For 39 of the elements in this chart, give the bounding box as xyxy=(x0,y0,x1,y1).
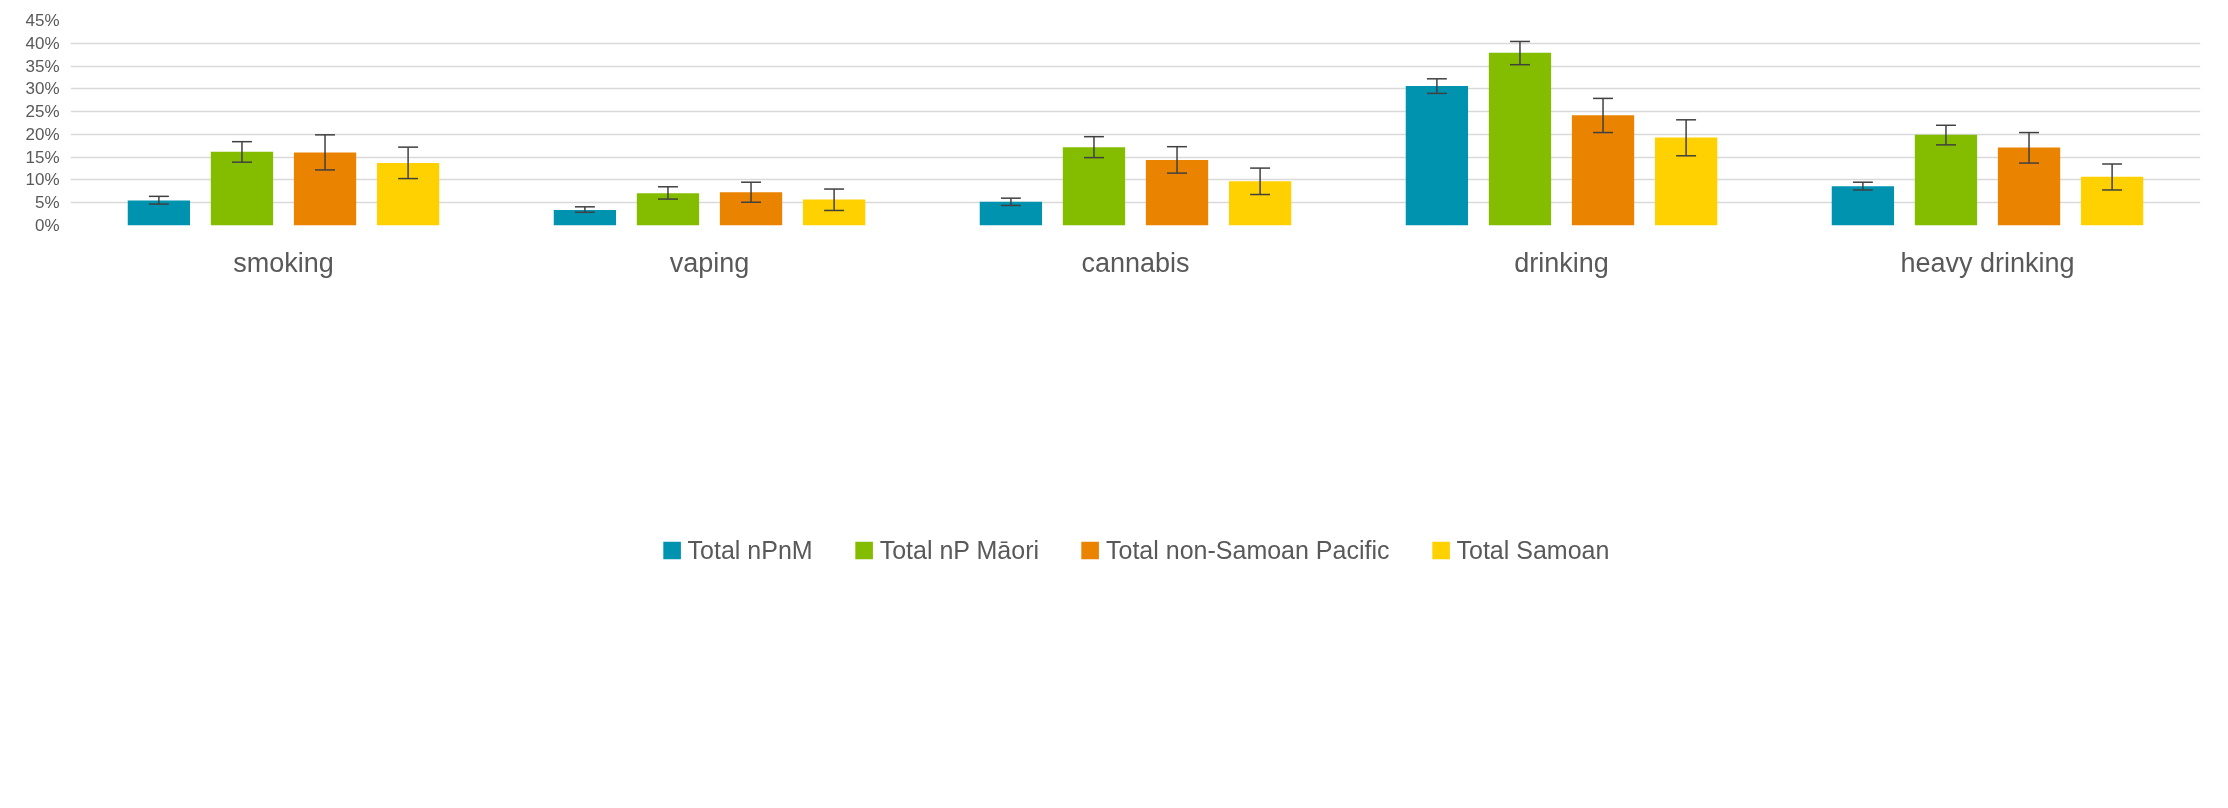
y-tick-label: 10% xyxy=(25,170,60,190)
y-tick-label: 25% xyxy=(25,102,60,122)
bar xyxy=(376,163,440,226)
y-tick-label: 35% xyxy=(25,56,60,76)
bar xyxy=(1654,137,1718,226)
bar xyxy=(293,152,357,226)
y-tick-label: 30% xyxy=(25,79,60,99)
bar xyxy=(1228,181,1292,226)
bar xyxy=(553,210,617,226)
bar xyxy=(979,201,1043,226)
x-tick-label: cannabis xyxy=(1081,247,1190,278)
bar xyxy=(636,193,700,226)
legend-label: Total non-Samoan Pacific xyxy=(1106,535,1390,565)
bar xyxy=(127,200,191,226)
legend-label: Total Samoan xyxy=(1456,535,1610,565)
bar xyxy=(1831,186,1895,226)
bar xyxy=(1488,52,1552,226)
bar xyxy=(1062,147,1126,226)
bar xyxy=(719,192,783,226)
bar xyxy=(1405,86,1469,226)
y-tick-label: 5% xyxy=(34,193,60,213)
y-tick-label: 15% xyxy=(25,147,60,167)
legend-label: Total nP Māori xyxy=(879,535,1040,565)
bar xyxy=(1997,147,2061,226)
bar xyxy=(1145,159,1209,226)
bar xyxy=(1571,115,1635,226)
y-tick-label: 0% xyxy=(34,216,60,235)
bar xyxy=(210,151,274,226)
x-tick-label: drinking xyxy=(1514,247,1609,278)
bar xyxy=(1914,134,1978,226)
bar xyxy=(802,199,866,226)
y-tick-label: 40% xyxy=(25,33,60,53)
bar xyxy=(2080,176,2144,226)
x-tick-label: heavy drinking xyxy=(1900,247,2075,278)
y-tick-label: 45% xyxy=(25,11,60,30)
y-tick-label: 20% xyxy=(25,124,60,144)
x-tick-label: vaping xyxy=(669,247,750,278)
legend-label: Total nPnM xyxy=(687,535,813,565)
x-tick-label: smoking xyxy=(233,247,334,278)
